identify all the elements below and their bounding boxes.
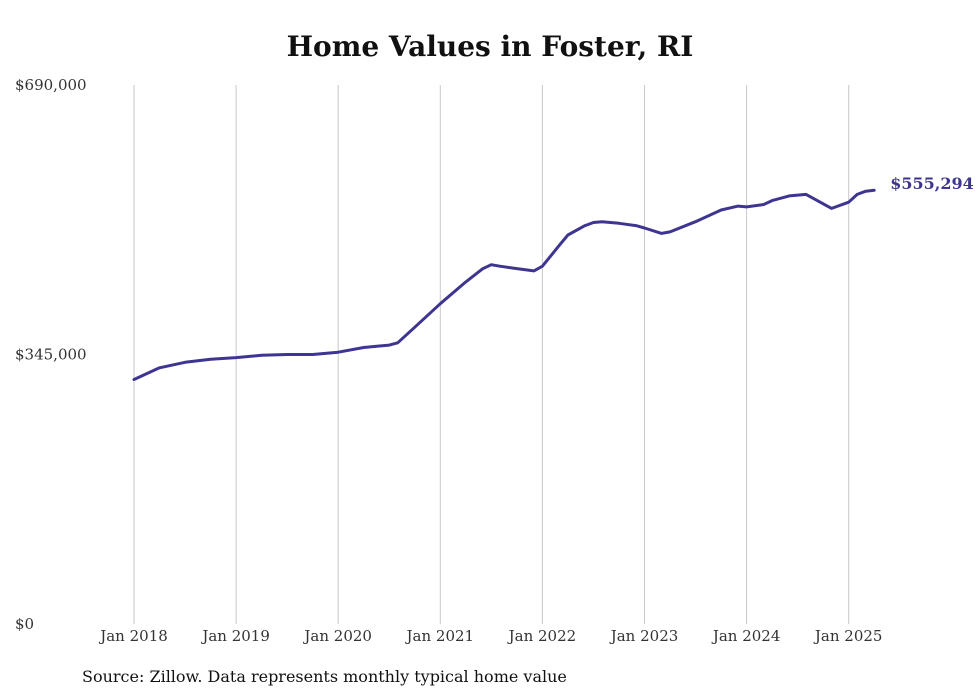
y-axis-ticks: $0 $345,000 $690,000 [15, 76, 87, 633]
x-tick-label: Jan 2018 [98, 627, 168, 645]
source-note: Source: Zillow. Data represents monthly … [82, 667, 567, 686]
grid-lines [133, 85, 850, 624]
x-tick-label: Jan 2021 [405, 627, 475, 645]
y-tick-label: $690,000 [15, 76, 87, 94]
x-tick-label: Jan 2022 [507, 627, 577, 645]
chart-title: Home Values in Foster, RI [286, 30, 694, 63]
x-tick-label: Jan 2023 [609, 627, 679, 645]
x-tick-label: Jan 2019 [200, 627, 270, 645]
y-tick-label: $345,000 [15, 346, 87, 364]
end-value-label: $555,294 [890, 174, 974, 193]
series-line-home-value [132, 188, 876, 381]
x-tick-label: Jan 2025 [813, 627, 883, 645]
x-tick-label: Jan 2024 [711, 627, 781, 645]
y-tick-label: $0 [15, 615, 34, 633]
x-tick-label: Jan 2020 [302, 627, 372, 645]
x-axis-ticks: Jan 2018 Jan 2019 Jan 2020 Jan 2021 Jan 2022… [98, 627, 882, 645]
